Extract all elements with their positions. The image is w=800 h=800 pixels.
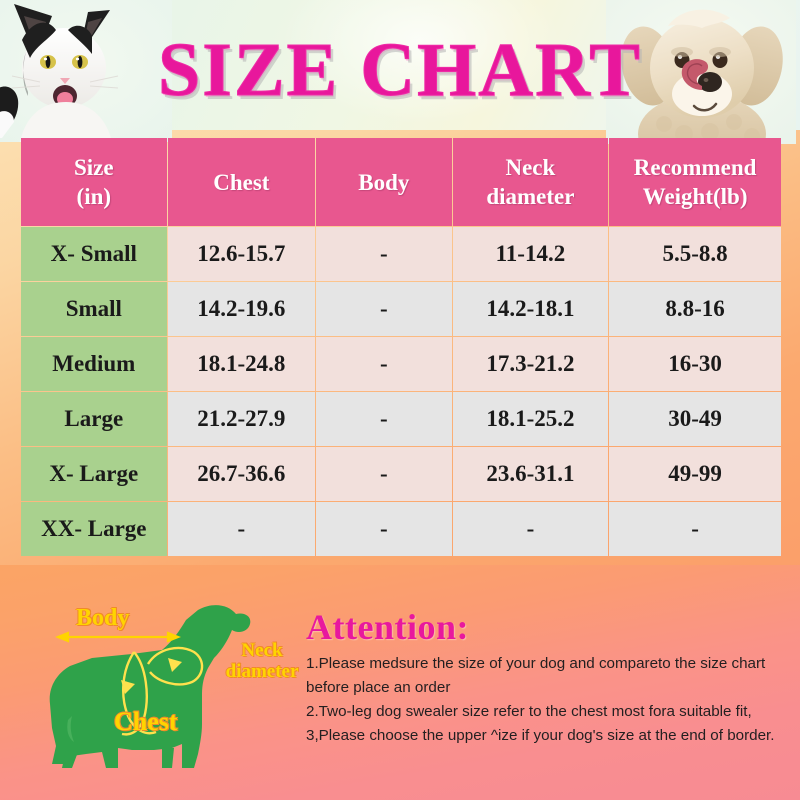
cell-neck: 18.1-25.2: [452, 392, 609, 446]
cell-weight: 5.5-8.8: [609, 227, 781, 281]
cell-chest: 12.6-15.7: [167, 227, 316, 281]
diagram-label-neck-line1: Neck: [241, 640, 283, 661]
cell-neck: 14.2-18.1: [452, 282, 609, 336]
table-row: Large 21.2-27.9 - 18.1-25.2 30-49: [21, 392, 781, 446]
column-header-weight-line2: Weight(lb): [642, 184, 748, 209]
cell-size: Large: [21, 392, 167, 446]
attention-line-3: 3,Please choose the upper ^ize if your d…: [306, 727, 775, 744]
cell-neck: -: [452, 502, 609, 556]
dog-photo: [606, 0, 796, 144]
column-header-recommend-weight: Recommend Weight(lb): [609, 138, 781, 226]
column-header-neck-line1: Neck: [505, 155, 556, 180]
cell-neck: 23.6-31.1: [452, 447, 609, 501]
cell-weight: 49-99: [609, 447, 781, 501]
dog-silhouette-icon: [49, 605, 251, 768]
cell-size: X- Small: [21, 227, 167, 281]
cell-neck: 11-14.2: [452, 227, 609, 281]
cell-body: -: [316, 227, 452, 281]
table-row: XX- Large - - - -: [21, 502, 781, 556]
cell-body: -: [316, 502, 452, 556]
cat-photo: [0, 0, 172, 142]
table-header-row: Size (in) Chest Body Neck diameter Recom…: [21, 138, 781, 226]
column-header-size: Size (in): [21, 138, 167, 226]
cell-body: -: [316, 447, 452, 501]
attention-line-2: 2.Two-leg dog swealer size refer to the …: [306, 703, 752, 720]
cell-body: -: [316, 392, 452, 446]
page-title: SIZE CHART: [157, 28, 642, 112]
column-header-weight-line1: Recommend: [633, 155, 757, 180]
column-header-chest: Chest: [167, 138, 316, 226]
cell-chest: -: [167, 502, 316, 556]
cell-weight: 30-49: [609, 392, 781, 446]
cell-chest: 26.7-36.6: [167, 447, 316, 501]
column-header-body: Body: [316, 138, 452, 226]
dog-body-shape: [49, 605, 251, 768]
table-row: X- Small 12.6-15.7 - 11-14.2 5.5-8.8: [21, 227, 781, 281]
cell-chest: 18.1-24.8: [167, 337, 316, 391]
cell-size: Small: [21, 282, 167, 336]
cell-size: XX- Large: [21, 502, 167, 556]
cell-neck: 17.3-21.2: [452, 337, 609, 391]
cell-weight: 8.8-16: [609, 282, 781, 336]
cell-body: -: [316, 337, 452, 391]
column-header-neck-line2: diameter: [486, 184, 575, 209]
size-table-wrapper: Size (in) Chest Body Neck diameter Recom…: [20, 137, 782, 557]
cell-chest: 21.2-27.9: [167, 392, 316, 446]
diagram-label-chest: Chest: [114, 707, 178, 736]
size-table: Size (in) Chest Body Neck diameter Recom…: [20, 137, 782, 557]
cell-chest: 14.2-19.6: [167, 282, 316, 336]
neck-measure-loop: [146, 646, 204, 686]
cell-size: Medium: [21, 337, 167, 391]
cell-size: X- Large: [21, 447, 167, 501]
table-row: X- Large 26.7-36.6 - 23.6-31.1 49-99: [21, 447, 781, 501]
column-header-size-line1: Size: [74, 155, 114, 180]
cell-body: -: [316, 282, 452, 336]
table-body: X- Small 12.6-15.7 - 11-14.2 5.5-8.8 Sma…: [21, 227, 781, 556]
table-head: Size (in) Chest Body Neck diameter Recom…: [21, 138, 781, 226]
cell-weight: 16-30: [609, 337, 781, 391]
column-header-neck-diameter: Neck diameter: [452, 138, 609, 226]
attention-heading: Attention:: [306, 607, 469, 647]
attention-line-1: 1.Please medsure the size of your dog an…: [306, 655, 766, 696]
diagram-label-neck-diameter: Neck diameter: [212, 640, 312, 682]
column-header-size-line2: (in): [76, 184, 112, 209]
dog-measurement-diagram: Body Chest Neck diameter: [22, 592, 312, 792]
cell-weight: -: [609, 502, 781, 556]
body-measure-arrow: [55, 631, 181, 643]
attention-text: 1.Please medsure the size of your dog an…: [306, 652, 784, 748]
diagram-label-neck-line2: diameter: [225, 661, 299, 682]
table-row: Small 14.2-19.6 - 14.2-18.1 8.8-16: [21, 282, 781, 336]
chest-measure-loop: [121, 651, 157, 736]
table-row: Medium 18.1-24.8 - 17.3-21.2 16-30: [21, 337, 781, 391]
diagram-label-body: Body: [76, 605, 130, 631]
